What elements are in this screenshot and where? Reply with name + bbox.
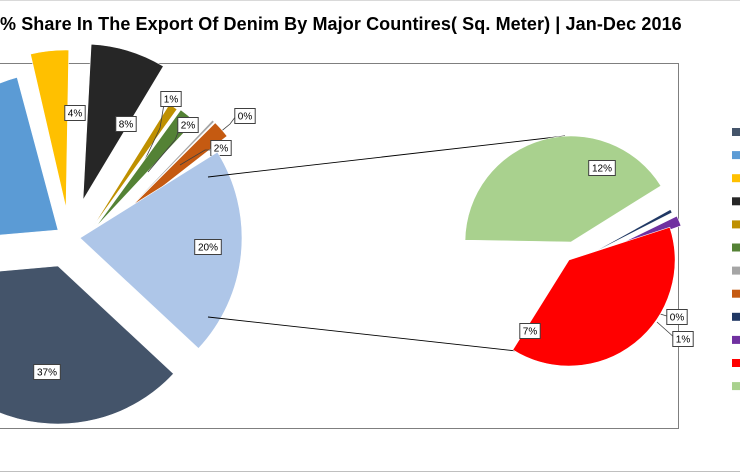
secondary-pie-label-3: 7% (523, 327, 538, 338)
secondary-pie-label-2: 1% (676, 335, 691, 346)
main-pie-label-8: 20% (198, 243, 218, 254)
main-pie-label-5: 2% (181, 121, 196, 132)
secondary-pie-label-1: 0% (670, 313, 685, 324)
legend-swatch-5 (732, 243, 740, 252)
main-pie-slice-1 (0, 77, 59, 236)
secondary-pie-label-3-box (519, 323, 541, 339)
legend-swatch-2 (732, 174, 740, 183)
main-pie-label-3-box (115, 116, 137, 132)
main-pie-label-7-box (210, 140, 232, 156)
secondary-pie-label-0: 12% (592, 164, 612, 175)
legend-swatch-11 (732, 382, 740, 391)
main-pie-label-7: 2% (214, 144, 229, 155)
main-pie-label-0-box (33, 364, 61, 380)
main-pie-slice-2 (30, 49, 70, 209)
bottom-border (0, 471, 740, 472)
main-pie-label-0: 37% (37, 368, 57, 379)
top-border (0, 0, 740, 1)
leader-line-main-7 (179, 149, 210, 166)
main-pie-slice-0 (0, 265, 174, 425)
main-pie-label-3: 8% (119, 120, 134, 131)
legend-swatch-4 (732, 220, 740, 229)
legend-swatch-10 (732, 359, 740, 367)
legend-swatch-8 (732, 312, 740, 321)
secondary-pie-slice-1 (582, 209, 673, 259)
secondary-pie-label-0-box (588, 160, 616, 176)
secondary-pie-slice-3 (512, 226, 676, 367)
secondary-pie-slice-0 (464, 135, 662, 243)
main-pie-label-8-box (194, 239, 222, 255)
main-pie-slice-6 (111, 119, 215, 227)
secondary-pie-label-2-box (672, 331, 694, 347)
leader-line-main-4 (141, 103, 165, 167)
legend-swatch-7 (732, 289, 740, 298)
secondary-pie-label-1-box (666, 309, 688, 325)
main-pie-label-6-box (234, 108, 256, 124)
main-pie-label-2: 4% (68, 109, 83, 120)
legend-swatch-1 (732, 151, 740, 160)
chart-title: % Share In The Export Of Denim By Major … (0, 14, 682, 34)
connector-line-bottom (207, 316, 554, 356)
main-pie-slice-8 (79, 151, 243, 349)
legend-swatch-6 (732, 266, 740, 275)
connector-line-top (207, 135, 566, 178)
main-pie-label-4-box (160, 91, 182, 107)
leader-line-main-5 (147, 129, 180, 173)
main-pie-label-2-box (64, 105, 86, 121)
main-pie-label-6: 0% (238, 112, 253, 123)
legend-swatch-3 (732, 197, 740, 206)
main-pie-label-5-box (177, 117, 199, 133)
chart-area (0, 63, 679, 429)
main-pie-label-4: 1% (164, 95, 179, 106)
legend-swatch-9 (732, 335, 740, 344)
legend-swatch-0 (732, 128, 740, 136)
